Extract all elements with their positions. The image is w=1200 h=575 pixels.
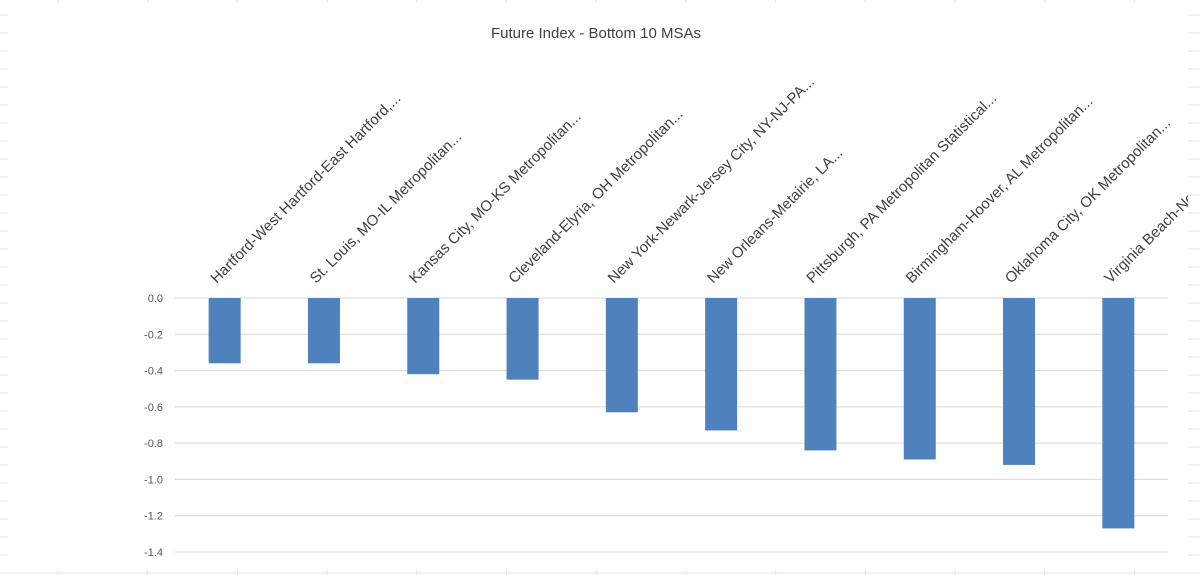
category-labels: Hartford-West Hartford-East Hartford,...… xyxy=(207,50,1188,287)
bars xyxy=(208,298,1135,529)
category-label: Birmingham-Hoover, AL Metropolitan... xyxy=(903,93,1097,287)
gridlines xyxy=(175,297,1168,553)
y-tick-labels: 0.0 -0.2 -0.4 -0.6 -0.8 -1.0 -1.2 -1.4 xyxy=(144,293,163,559)
bar[interactable] xyxy=(804,298,837,451)
bar[interactable] xyxy=(1003,298,1036,465)
bar[interactable] xyxy=(307,298,340,364)
category-label: Pittsburgh, PA Metropolitan Statistical.… xyxy=(803,90,1000,287)
y-tick-label: -0.6 xyxy=(144,402,163,414)
y-tick-label: -1.4 xyxy=(144,547,163,559)
category-label: Kansas City, MO-KS Metropolitan... xyxy=(406,108,585,287)
chart-area[interactable]: Future Index - Bottom 10 MSAs 0.0 -0.2 -0.… xyxy=(8,2,1188,570)
bar[interactable] xyxy=(208,298,241,364)
bar[interactable] xyxy=(705,298,738,431)
category-label: Oklahoma City, OK Metropolitan... xyxy=(1002,115,1174,287)
y-tick-label: -0.2 xyxy=(144,329,163,341)
y-tick-label: -1.2 xyxy=(144,511,163,523)
category-label: New York-Newark-Jersey City, NY-NJ-PA... xyxy=(605,73,818,286)
bar[interactable] xyxy=(605,298,638,413)
category-label: Cleveland-Elyria, OH Metropolitan... xyxy=(505,106,686,287)
bar[interactable] xyxy=(506,298,539,380)
bar[interactable] xyxy=(1102,298,1135,529)
chart-title: Future Index - Bottom 10 MSAs xyxy=(491,25,701,42)
y-tick-label: -0.4 xyxy=(144,366,163,378)
y-tick-label: -1.0 xyxy=(144,474,163,486)
bar[interactable] xyxy=(903,298,936,460)
bar-chart: Future Index - Bottom 10 MSAs 0.0 -0.2 -0.… xyxy=(144,25,1188,559)
bar[interactable] xyxy=(407,298,440,375)
y-tick-label: -0.8 xyxy=(144,438,163,450)
category-label: Hartford-West Hartford-East Hartford,... xyxy=(207,90,404,287)
y-tick-label: 0.0 xyxy=(148,293,163,305)
